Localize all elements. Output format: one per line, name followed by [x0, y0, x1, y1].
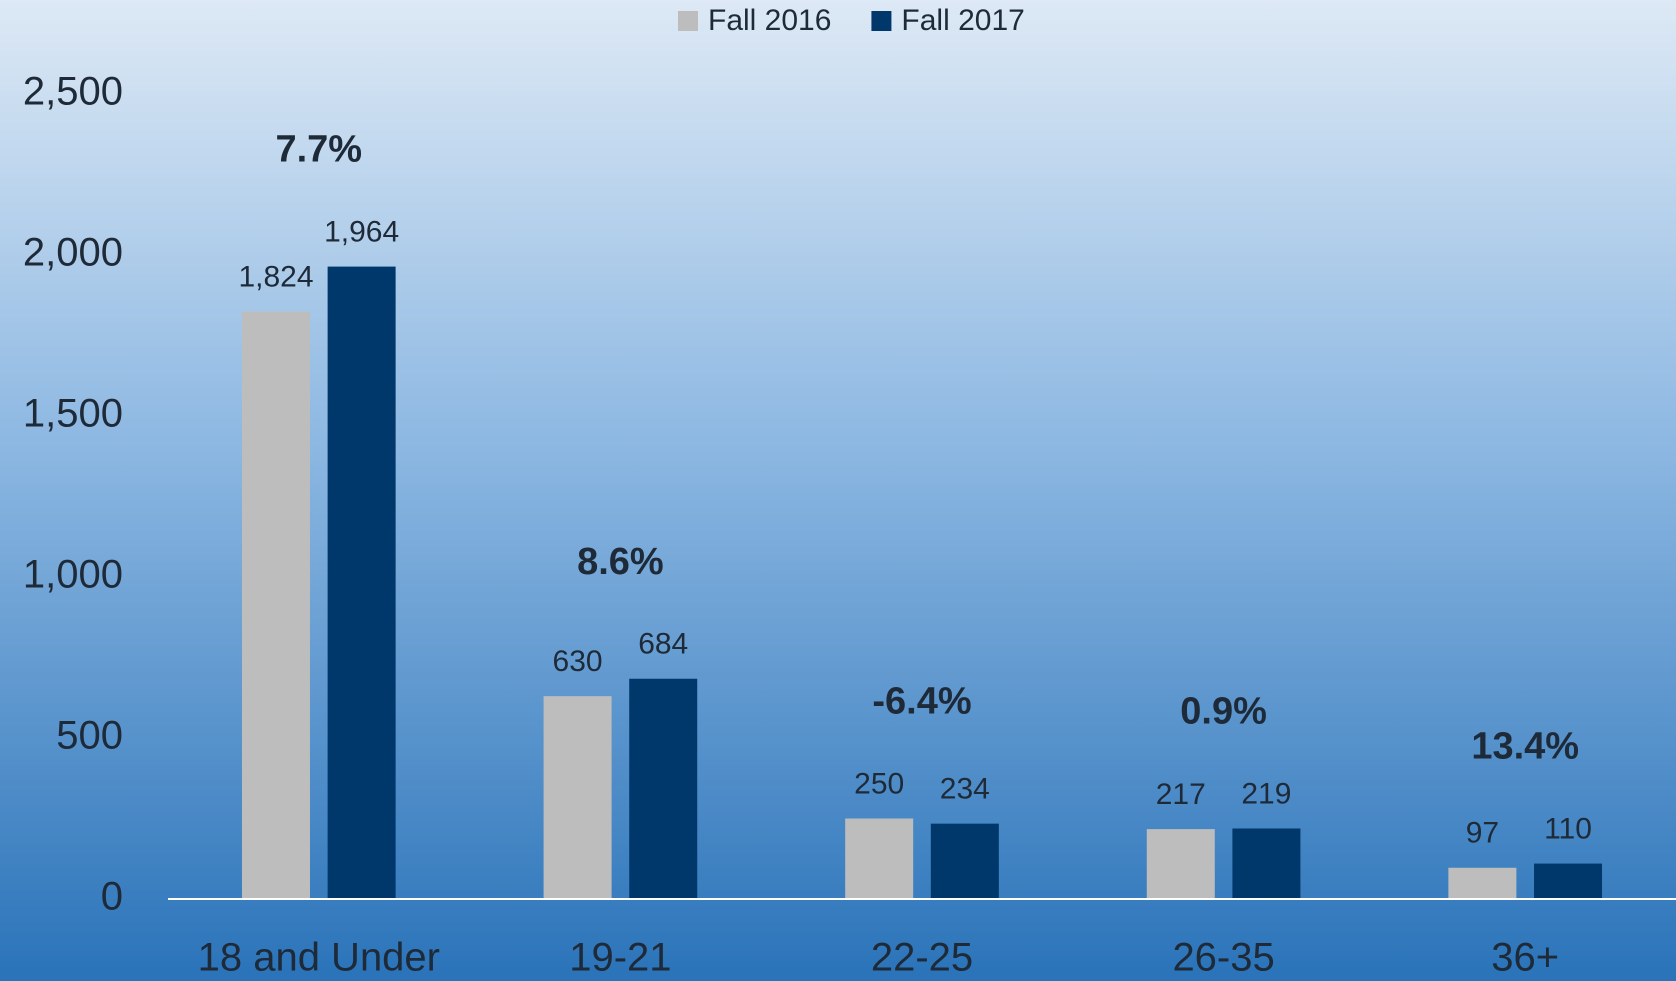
- bar: [930, 823, 999, 899]
- y-tick-label: 0: [101, 875, 123, 919]
- change-label: 7.7%: [275, 129, 362, 171]
- value-label: 1,964: [324, 216, 399, 249]
- bar: [1232, 828, 1301, 899]
- bar: [1534, 863, 1603, 899]
- bar: [1448, 867, 1517, 899]
- bar: [543, 696, 612, 899]
- y-tick-label: 2,500: [23, 70, 123, 114]
- legend-swatch: [871, 11, 892, 31]
- bar: [629, 678, 698, 899]
- value-label: 250: [854, 767, 904, 800]
- value-label: 217: [1156, 778, 1206, 811]
- change-label: 13.4%: [1471, 726, 1579, 768]
- x-tick-label: 18 and Under: [198, 936, 440, 980]
- value-label: 1,824: [238, 261, 313, 294]
- change-label: -6.4%: [872, 681, 971, 723]
- value-label: 110: [1544, 813, 1592, 846]
- bar: [1146, 829, 1215, 899]
- y-tick-label: 2,000: [23, 231, 123, 275]
- legend-label: Fall 2016: [708, 4, 831, 37]
- bar: [327, 266, 396, 899]
- x-tick-label: 22-25: [871, 936, 973, 980]
- change-label: 0.9%: [1180, 691, 1267, 733]
- x-tick-label: 26-35: [1172, 936, 1274, 980]
- y-tick-label: 1,000: [23, 553, 123, 597]
- y-tick-label: 500: [56, 714, 123, 758]
- value-label: 684: [638, 628, 688, 661]
- bar: [845, 818, 914, 899]
- bar: [241, 311, 310, 899]
- change-label: 8.6%: [577, 541, 664, 583]
- x-tick-label: 19-21: [569, 936, 671, 980]
- value-label: 234: [940, 773, 990, 806]
- legend-swatch: [678, 11, 698, 31]
- x-tick-label: 36+: [1491, 936, 1559, 980]
- legend-label: Fall 2017: [901, 4, 1024, 37]
- value-label: 630: [553, 645, 603, 678]
- value-label: 219: [1241, 777, 1291, 810]
- value-label: 97: [1466, 817, 1499, 850]
- y-tick-label: 1,500: [23, 392, 123, 436]
